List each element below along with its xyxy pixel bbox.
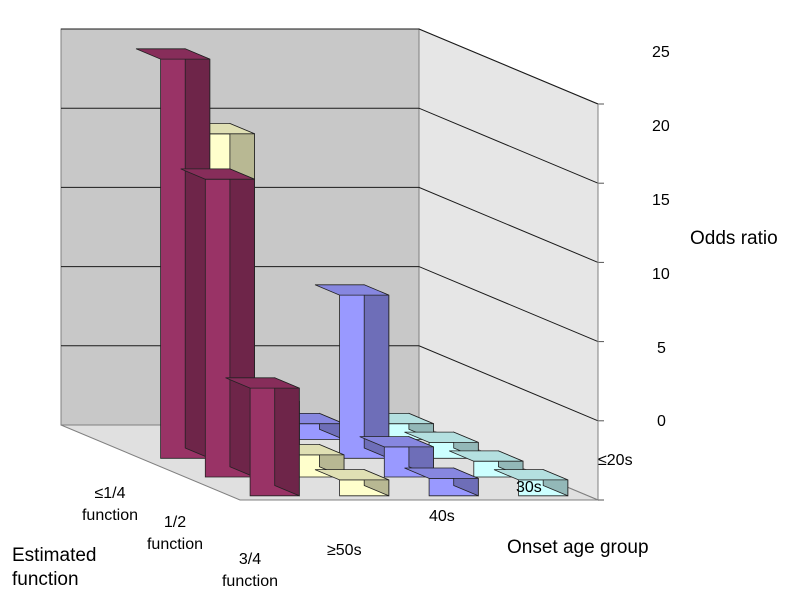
- z-tick-label: 10: [652, 266, 670, 283]
- bar: [314, 468, 390, 497]
- function-level-line1: 1/2: [163, 514, 187, 531]
- z-tick-label: 15: [652, 192, 670, 209]
- function-level-line1: 3/4: [238, 551, 262, 568]
- bar-top-face: [404, 467, 479, 479]
- bar-top-face: [135, 48, 210, 60]
- bar-top-face: [314, 469, 389, 481]
- function-level-line1: ≤1/4: [94, 485, 126, 502]
- y-axis-title-line2: function: [12, 569, 79, 590]
- z-gridline: [61, 28, 599, 105]
- z-tick-label: 0: [657, 413, 666, 430]
- age-group-label: 40s: [429, 508, 455, 525]
- z-axis-title: Odds ratio: [690, 228, 778, 249]
- y-axis-title-line1: Estimated: [12, 545, 97, 566]
- bar-top-face: [225, 377, 300, 389]
- age-group-label: 30s: [516, 479, 542, 496]
- function-level-line2: function: [146, 536, 204, 553]
- bar-top-face: [314, 284, 389, 296]
- function-level-label: ≤1/4 function: [70, 483, 150, 527]
- age-group-label: ≥50s: [327, 542, 362, 559]
- z-tick-label: 5: [657, 340, 666, 357]
- z-tick-label: 25: [652, 44, 670, 61]
- bar-top-face: [449, 450, 524, 462]
- bar-side-face: [363, 284, 390, 459]
- function-level-label: 3/4 function: [210, 549, 290, 593]
- z-tick-label: 20: [652, 118, 670, 135]
- function-level-line2: function: [221, 573, 279, 590]
- bar-top-face: [359, 436, 434, 448]
- function-level-label: 1/2 function: [135, 512, 215, 556]
- bar: [180, 168, 255, 478]
- bar: [493, 468, 569, 497]
- side-wall: [418, 28, 599, 501]
- bar: [135, 48, 211, 459]
- bar: [314, 284, 390, 459]
- x-axis-title: Onset age group: [507, 537, 649, 558]
- function-level-line2: function: [81, 507, 139, 524]
- bar-top-face: [404, 431, 479, 443]
- bar-side-face: [274, 377, 300, 497]
- bar-top-face: [180, 168, 255, 180]
- chart-bars: [135, 48, 569, 497]
- bar: [404, 467, 479, 497]
- bar-top-face: [493, 469, 568, 481]
- bar: [225, 377, 300, 497]
- age-group-label: ≤20s: [598, 452, 633, 469]
